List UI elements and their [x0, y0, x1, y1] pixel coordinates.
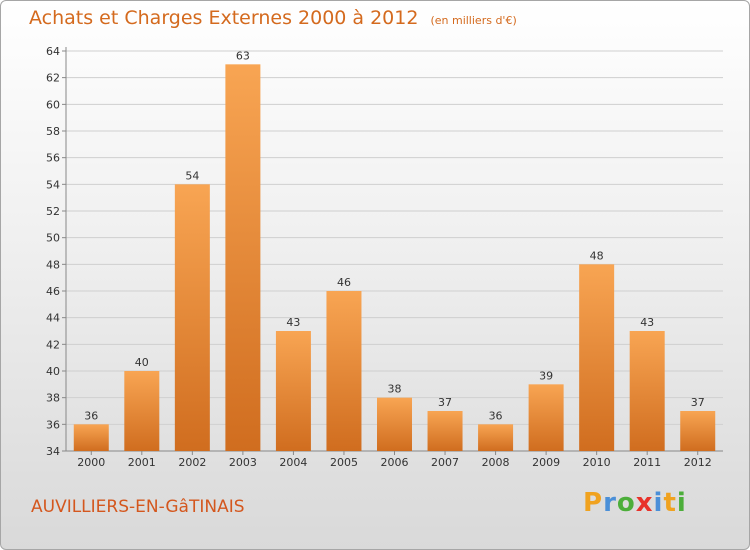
data-label-2005: 46	[337, 276, 351, 289]
x-tick-label-2008: 2008	[482, 456, 510, 469]
logo-letter: i	[676, 488, 687, 518]
bar-2007	[427, 411, 463, 451]
bar-2011	[629, 331, 665, 451]
data-label-2007: 37	[438, 396, 452, 409]
logo-letter: i	[653, 488, 664, 518]
y-tick-label: 40	[46, 365, 60, 378]
data-label-2004: 43	[286, 316, 300, 329]
commune-name: AUVILLIERS-EN-GâTINAIS	[31, 497, 245, 517]
chart-title: Achats et Charges Externes 2000 à 2012	[29, 7, 419, 29]
x-tick-label-2003: 2003	[229, 456, 257, 469]
bar-2009	[528, 384, 564, 451]
data-label-2011: 43	[640, 316, 654, 329]
y-tick-label: 56	[46, 152, 60, 165]
data-label-2008: 36	[489, 409, 503, 422]
bar-2006	[377, 397, 412, 451]
x-tick-label-2004: 2004	[279, 456, 307, 469]
bars	[73, 64, 716, 452]
bar-2002	[174, 184, 210, 452]
y-tick-label: 34	[46, 445, 60, 458]
data-label-2000: 36	[84, 409, 98, 422]
proxiti-logo[interactable]: Proxiti	[583, 488, 687, 518]
y-tick-label: 52	[46, 205, 60, 218]
y-tick-label: 60	[46, 98, 60, 111]
logo-letter: x	[635, 488, 654, 518]
bar-2008	[478, 424, 514, 451]
bar-2004	[275, 331, 311, 451]
data-label-2006: 38	[388, 383, 402, 396]
y-tick-label: 64	[46, 45, 60, 58]
bar-2000	[73, 424, 109, 451]
logo-letter: P	[583, 488, 604, 518]
bar-2001	[124, 371, 160, 451]
x-tick-label-2010: 2010	[583, 456, 611, 469]
y-tick-label: 48	[46, 258, 60, 271]
data-label-2010: 48	[590, 249, 604, 262]
x-tick-label-2009: 2009	[532, 456, 560, 469]
y-tick-label: 50	[46, 232, 60, 245]
x-tick-label-2001: 2001	[128, 456, 156, 469]
y-tick-label: 54	[46, 178, 60, 191]
logo-letter: t	[663, 488, 677, 518]
bar-2010	[579, 264, 615, 451]
data-label-2009: 39	[539, 369, 553, 382]
x-tick-label-2005: 2005	[330, 456, 358, 469]
bar-2012	[680, 411, 716, 451]
y-tick-label: 38	[46, 392, 60, 405]
x-tick-label-2012: 2012	[684, 456, 712, 469]
y-tick-label: 44	[46, 312, 60, 325]
y-tick-label: 42	[46, 338, 60, 351]
chart-title-block: Achats et Charges Externes 2000 à 2012 (e…	[29, 7, 517, 29]
data-label-2003: 63	[236, 49, 250, 62]
x-tick-label-2011: 2011	[633, 456, 661, 469]
x-tick-label-2007: 2007	[431, 456, 459, 469]
x-tick-label-2002: 2002	[178, 456, 206, 469]
logo-letter: o	[616, 488, 636, 518]
y-tick-label: 58	[46, 125, 60, 138]
bar-2005	[326, 291, 362, 451]
data-label-2012: 37	[691, 396, 705, 409]
logo-letter: r	[603, 488, 617, 518]
bar-2003	[225, 64, 261, 452]
x-tick-label-2000: 2000	[77, 456, 105, 469]
data-label-2001: 40	[135, 356, 149, 369]
x-tick-label-2006: 2006	[381, 456, 409, 469]
y-tick-label: 36	[46, 418, 60, 431]
chart-unit: (en milliers d'€)	[430, 14, 517, 27]
data-label-2002: 54	[185, 169, 199, 182]
y-tick-label: 62	[46, 72, 60, 85]
labels: 36 2000 40 2001 54 2002 63 2003 43 2004 46 2005 38 20…	[77, 49, 711, 469]
y-tick-label: 46	[46, 285, 60, 298]
